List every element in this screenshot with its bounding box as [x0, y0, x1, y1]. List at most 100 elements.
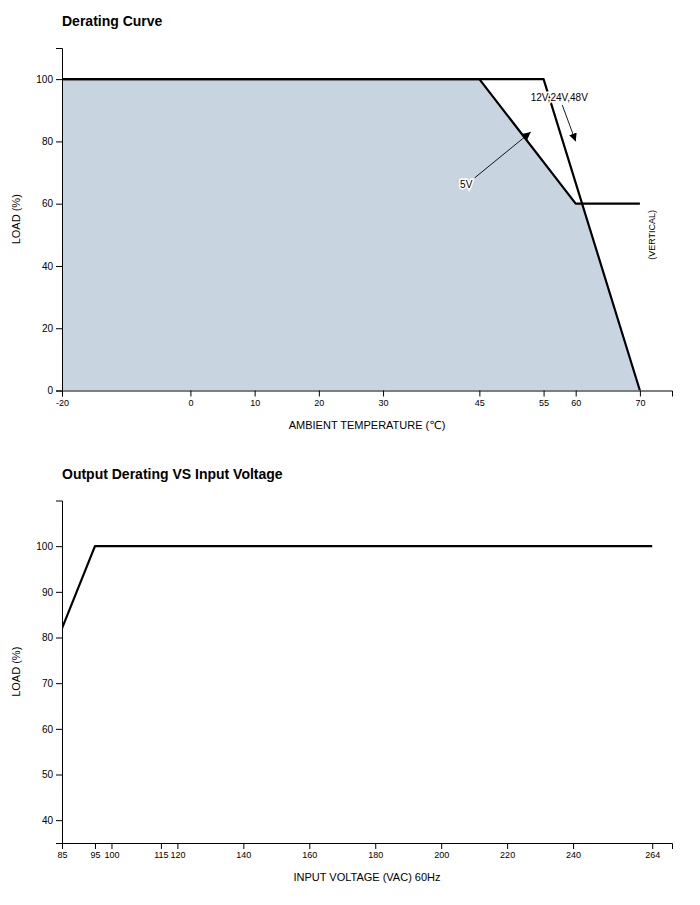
x-tick-mark: [652, 843, 653, 849]
area: [62, 79, 640, 390]
x-tick-label: -20: [56, 398, 69, 408]
annotation-arrow: [475, 132, 531, 178]
x-tick-label: 240: [566, 850, 581, 860]
y-tick: 100: [36, 541, 62, 552]
x-tick-label: 20: [314, 398, 324, 408]
x-tick-label: 30: [379, 398, 389, 408]
x-tick-label: 45: [475, 398, 485, 408]
y-tick-mark: [56, 546, 62, 547]
x-tick: 200: [434, 843, 449, 860]
x-tick-mark: [255, 391, 256, 397]
x-tick: 30: [379, 391, 389, 408]
y-tick-mark: [56, 79, 62, 80]
y-tick-label: 70: [42, 678, 54, 689]
x-tick-label: 95: [90, 850, 100, 860]
y-tick-label: 20: [42, 323, 54, 334]
y-tick: 80: [42, 136, 62, 147]
x-tick-mark: [441, 843, 442, 849]
area-clip-group: [62, 79, 640, 390]
x-tick-mark: [576, 391, 577, 397]
y-tick: 40: [42, 815, 62, 826]
y-tick-label: 60: [42, 198, 54, 209]
x-tick: 95: [90, 843, 100, 860]
y-tick-label: 80: [42, 632, 54, 643]
x-axis-title: INPUT VOLTAGE (VAC) 60Hz: [293, 871, 440, 883]
y-tick-mark: [56, 204, 62, 205]
x-tick: 264: [645, 843, 660, 860]
x-tick-mark: [161, 843, 162, 849]
x-tick: 140: [236, 843, 251, 860]
x-tick-mark: [375, 843, 376, 849]
y-tick: 90: [42, 587, 62, 598]
y-tick-label: 100: [36, 541, 53, 552]
x-tick-label: 180: [368, 850, 383, 860]
x-tick: 120: [170, 843, 185, 860]
y-tick-label: 40: [42, 815, 54, 826]
x-tick: 180: [368, 843, 383, 860]
page: Derating Curve-2001020304555607002040608…: [0, 0, 700, 905]
x-tick: 55: [539, 391, 549, 408]
x-tick: 70: [635, 391, 645, 408]
y-tick: 80: [42, 632, 62, 643]
chart: Output Derating VS Input Voltage85951001…: [10, 466, 673, 884]
y-tick-mark: [56, 638, 62, 639]
x-tick-mark: [319, 391, 320, 397]
y-axis-line: [56, 501, 63, 844]
x-axis-line: [63, 391, 673, 397]
line: [62, 546, 652, 628]
x-tick-mark: [309, 843, 310, 849]
y-tick-mark: [56, 141, 62, 142]
x-tick-label: 120: [170, 850, 185, 860]
x-tick-mark: [177, 843, 178, 849]
x-tick: 100: [104, 843, 119, 860]
x-tick-label: 10: [250, 398, 260, 408]
chart-title: Output Derating VS Input Voltage: [62, 466, 283, 482]
y-tick-label: 80: [42, 136, 54, 147]
x-tick-label: 0: [188, 398, 193, 408]
x-tick: -20: [56, 391, 69, 408]
x-tick: 60: [571, 391, 581, 408]
y-tick-label: 50: [42, 769, 54, 780]
y-tick: 100: [36, 74, 62, 85]
x-tick-mark: [544, 391, 545, 397]
x-tick-label: 55: [539, 398, 549, 408]
y-tick-mark: [56, 592, 62, 593]
x-axis-line: [63, 844, 673, 850]
x-tick: 115: [154, 843, 168, 860]
x-tick-label: 200: [434, 850, 449, 860]
chart-title: Derating Curve: [62, 13, 163, 29]
x-tick: 240: [566, 843, 581, 860]
annotation-arrow: [562, 105, 575, 141]
x-tick-mark: [111, 843, 112, 849]
y-tick: 50: [42, 769, 62, 780]
annotation: 12V,24V,48V: [531, 92, 588, 103]
line: [62, 79, 640, 204]
x-tick: 160: [302, 843, 317, 860]
x-tick-mark: [573, 843, 574, 849]
x-axis: 8595100115120140160180200220240264: [57, 843, 672, 860]
x-tick-label: 140: [236, 850, 251, 860]
x-tick-label: 100: [104, 850, 119, 860]
y-tick-mark: [56, 391, 62, 392]
y-tick-mark: [56, 775, 62, 776]
plot-area: [62, 79, 640, 390]
x-tick-mark: [190, 391, 191, 397]
x-tick-label: 115: [154, 850, 168, 860]
y-axis-title: LOAD (%): [10, 647, 22, 697]
x-tick-mark: [479, 391, 480, 397]
y-tick-mark: [56, 683, 62, 684]
annotation: 5V: [460, 179, 473, 190]
y-tick-label: 60: [42, 724, 54, 735]
annotation: (VERTICAL): [647, 210, 657, 260]
y-tick-mark: [56, 729, 62, 730]
x-tick: 45: [475, 391, 485, 408]
y-tick-label: 100: [36, 74, 53, 85]
x-tick: 220: [500, 843, 515, 860]
x-tick-mark: [243, 843, 244, 849]
x-tick-label: 70: [635, 398, 645, 408]
line: [62, 79, 640, 390]
y-tick-mark: [56, 266, 62, 267]
x-tick-label: 160: [302, 850, 317, 860]
x-tick-mark: [640, 391, 641, 397]
y-tick-mark: [56, 328, 62, 329]
